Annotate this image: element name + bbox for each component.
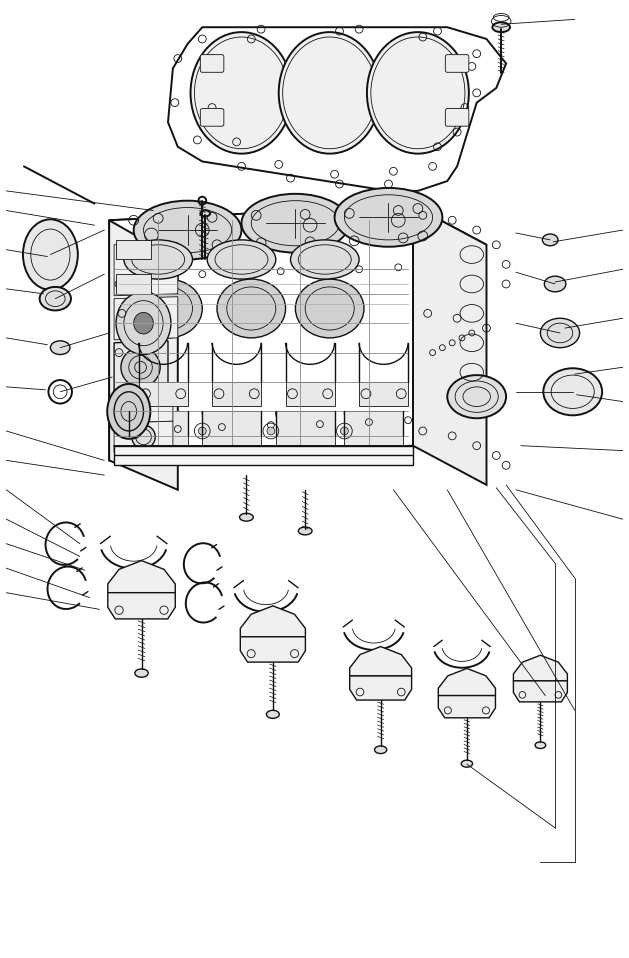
- Polygon shape: [240, 637, 306, 662]
- Polygon shape: [116, 274, 152, 294]
- Circle shape: [121, 348, 160, 387]
- Polygon shape: [129, 411, 187, 445]
- Ellipse shape: [40, 286, 71, 310]
- Ellipse shape: [374, 746, 387, 754]
- FancyBboxPatch shape: [200, 108, 224, 126]
- Ellipse shape: [542, 234, 558, 246]
- Ellipse shape: [493, 22, 510, 33]
- Polygon shape: [350, 676, 411, 700]
- Ellipse shape: [116, 292, 171, 354]
- Ellipse shape: [461, 760, 472, 767]
- Ellipse shape: [124, 240, 192, 279]
- Polygon shape: [413, 206, 486, 485]
- Polygon shape: [240, 605, 306, 637]
- Ellipse shape: [296, 279, 364, 338]
- Ellipse shape: [23, 219, 78, 290]
- Polygon shape: [114, 341, 168, 394]
- Polygon shape: [114, 297, 178, 340]
- Ellipse shape: [207, 240, 276, 279]
- Polygon shape: [108, 593, 175, 619]
- Circle shape: [198, 427, 206, 435]
- FancyBboxPatch shape: [445, 55, 469, 72]
- Ellipse shape: [298, 527, 312, 535]
- Polygon shape: [350, 647, 411, 676]
- Ellipse shape: [135, 669, 148, 677]
- Ellipse shape: [279, 33, 381, 153]
- Polygon shape: [109, 206, 486, 260]
- Circle shape: [267, 427, 275, 435]
- Polygon shape: [345, 411, 403, 445]
- Polygon shape: [286, 382, 335, 406]
- Polygon shape: [108, 560, 175, 593]
- Ellipse shape: [191, 33, 292, 153]
- Ellipse shape: [134, 312, 153, 334]
- Polygon shape: [116, 240, 152, 260]
- Ellipse shape: [335, 188, 442, 247]
- Polygon shape: [138, 382, 187, 406]
- Polygon shape: [109, 220, 178, 490]
- Ellipse shape: [134, 279, 203, 338]
- Polygon shape: [276, 411, 335, 445]
- Circle shape: [130, 427, 138, 435]
- Polygon shape: [114, 445, 413, 466]
- Polygon shape: [109, 206, 413, 461]
- FancyBboxPatch shape: [200, 55, 224, 72]
- Ellipse shape: [240, 513, 253, 521]
- Polygon shape: [203, 411, 261, 445]
- Ellipse shape: [544, 276, 566, 292]
- Ellipse shape: [50, 341, 70, 354]
- Polygon shape: [212, 382, 261, 406]
- Ellipse shape: [217, 279, 286, 338]
- Ellipse shape: [535, 741, 546, 748]
- Ellipse shape: [107, 384, 150, 439]
- Polygon shape: [438, 669, 496, 696]
- Ellipse shape: [543, 368, 602, 416]
- Polygon shape: [359, 382, 408, 406]
- Ellipse shape: [267, 710, 279, 718]
- FancyBboxPatch shape: [445, 108, 469, 126]
- Circle shape: [131, 425, 155, 448]
- Polygon shape: [438, 696, 496, 718]
- Polygon shape: [513, 681, 567, 702]
- Ellipse shape: [291, 240, 359, 279]
- Ellipse shape: [447, 376, 506, 419]
- Polygon shape: [114, 422, 173, 452]
- Polygon shape: [114, 390, 173, 423]
- Polygon shape: [168, 27, 506, 191]
- Ellipse shape: [367, 33, 469, 153]
- Ellipse shape: [134, 200, 242, 260]
- Polygon shape: [114, 242, 178, 296]
- Ellipse shape: [200, 211, 210, 217]
- Polygon shape: [513, 655, 567, 681]
- Ellipse shape: [540, 318, 579, 348]
- Circle shape: [340, 427, 348, 435]
- Ellipse shape: [242, 194, 349, 253]
